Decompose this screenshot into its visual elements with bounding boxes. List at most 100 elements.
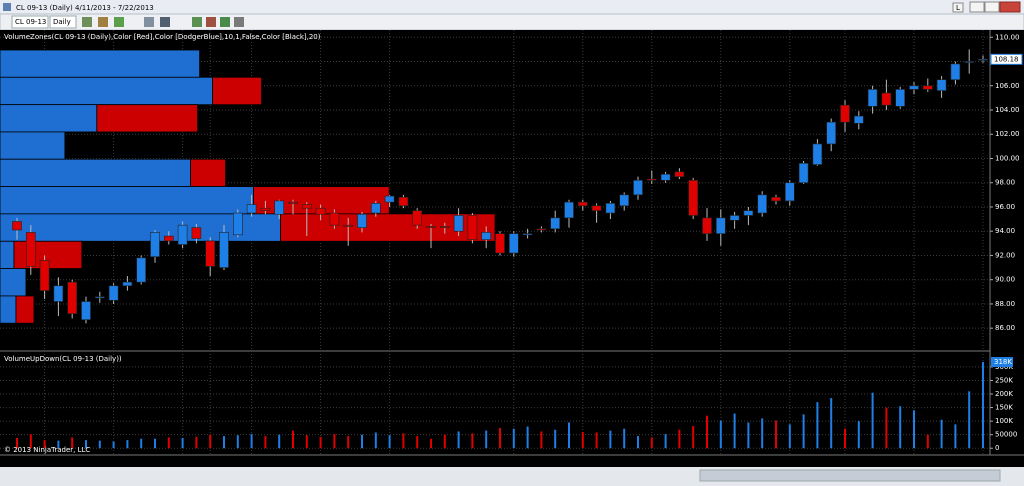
candle-body (25, 232, 36, 267)
volume-bar (292, 430, 294, 449)
volume-bar (223, 436, 225, 449)
volume-bar (388, 435, 391, 449)
y-tick-label: 250K (995, 376, 1013, 384)
volume-bar (499, 427, 501, 449)
candle-body (288, 201, 298, 204)
toolbar-icon[interactable] (192, 17, 202, 27)
candle-body (481, 232, 492, 240)
volume-zone-down (15, 295, 35, 324)
volume-bar (374, 432, 377, 449)
volume-bar (816, 402, 819, 449)
volume-bar (278, 434, 281, 449)
volume-bar (209, 434, 212, 449)
toolbar-icon[interactable] (82, 17, 92, 27)
volume-zone-up (0, 268, 27, 297)
volume-bar (554, 429, 557, 449)
toolbar-icon[interactable] (144, 17, 154, 27)
x-tick-label: 24 (716, 458, 725, 466)
volume-bar (830, 398, 833, 449)
y-tick-label: 98.00 (995, 179, 1015, 187)
y-tick-label: 100K (995, 417, 1013, 425)
candle-body (715, 217, 726, 234)
x-tick-label: J (512, 458, 515, 466)
candle-body (688, 180, 699, 216)
candle-body (922, 85, 933, 90)
candle-body (274, 200, 285, 215)
candle-body (812, 143, 823, 165)
volume-bar (526, 426, 529, 449)
y-tick-label: 100.00 (995, 154, 1020, 162)
volume-bar (692, 425, 695, 449)
candle-body (867, 89, 878, 107)
volume-bar (802, 414, 805, 449)
volume-bar (871, 392, 874, 449)
candle-body (301, 204, 312, 209)
volume-zone-up (0, 104, 98, 133)
y-tick-label: 50000 (995, 431, 1017, 439)
x-tick-label: 29 (178, 458, 187, 466)
candle-body (495, 233, 505, 254)
candle-body (550, 217, 561, 230)
minimize-button[interactable] (969, 1, 985, 13)
toolbar-icon[interactable] (98, 17, 108, 27)
y-tick-label: 86.00 (995, 324, 1015, 332)
y-tick-label: 0 (995, 444, 999, 452)
volume-zone-up (0, 76, 213, 106)
candle-body (619, 194, 630, 207)
candle-body (122, 281, 133, 287)
instrument-box[interactable] (11, 15, 49, 29)
toolbar-icon[interactable] (234, 17, 244, 27)
volume-bar (402, 433, 405, 449)
toolbar-icon[interactable] (220, 17, 230, 27)
volume-bar (457, 431, 460, 449)
volume-bar (140, 438, 143, 449)
candle-body (329, 212, 340, 226)
window-title: CL 09-13 (Daily) 4/11/2013 - 7/22/2013 (16, 4, 154, 12)
volume-bar (29, 434, 32, 449)
close-button[interactable] (999, 1, 1021, 13)
candle-body (522, 233, 533, 236)
candle-body (233, 212, 243, 236)
volume-zone-down (96, 104, 199, 133)
interval-box[interactable] (49, 15, 77, 29)
volume-bar (71, 437, 74, 449)
candle-body (729, 215, 740, 221)
last-volume-marker (991, 357, 1013, 368)
candle-body (674, 171, 685, 177)
volume-bar (347, 436, 350, 449)
maximize-button[interactable] (984, 1, 1000, 13)
last-price-marker (990, 53, 1023, 65)
x-tick-label: 8 (843, 458, 847, 466)
last-volume-label: 318K (994, 358, 1012, 366)
toolbar-icon[interactable] (206, 17, 216, 27)
volume-bar (954, 424, 957, 449)
candle-body (164, 235, 174, 242)
interval-selector[interactable]: Daily (53, 18, 71, 26)
volume-bar (98, 440, 101, 449)
toolbar-icon[interactable] (160, 17, 170, 27)
candle-body (784, 182, 795, 202)
scrollbar-thumb[interactable] (699, 469, 1001, 482)
candle-body (536, 228, 547, 231)
title-bar (0, 0, 1024, 14)
link-button[interactable] (952, 2, 964, 13)
instrument-selector[interactable]: CL 09-13 (15, 18, 46, 26)
candle-body (205, 240, 215, 267)
copyright: © 2013 NinjaTrader, LLC (4, 446, 90, 454)
volume-bar (512, 428, 515, 449)
candle-body (743, 210, 754, 216)
volume-zone-up (0, 295, 17, 324)
price-panel-title: VolumeZones(CL 09-13 (Daily),Color [Red]… (4, 33, 321, 41)
volume-zone-up (0, 186, 254, 215)
candle-body (660, 173, 671, 181)
candle-body (964, 61, 975, 63)
volume-bar (650, 437, 653, 449)
volume-bar (609, 430, 612, 449)
volume-bar (319, 436, 322, 449)
volume-bar (85, 440, 87, 449)
volume-zone-up (0, 240, 15, 269)
candle-body (577, 201, 588, 207)
toolbar-icon[interactable] (114, 17, 124, 27)
y-tick-label: 104.00 (995, 106, 1020, 114)
candle-body (702, 217, 712, 234)
